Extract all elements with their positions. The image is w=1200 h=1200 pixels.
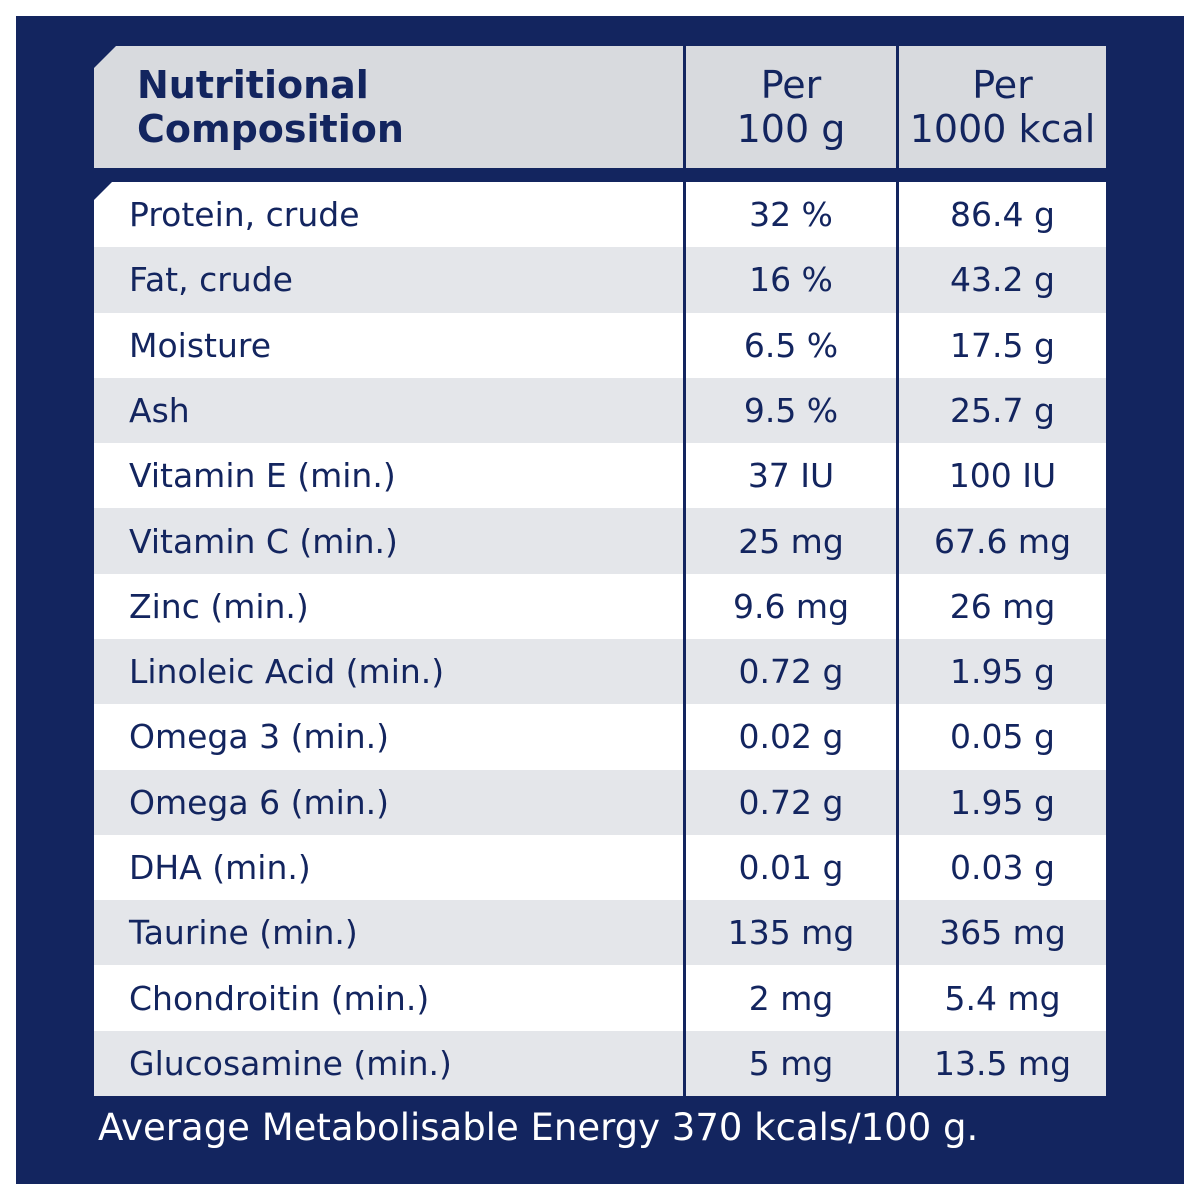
per-100g-value-cell: 37 IU (686, 443, 896, 509)
per-100g-header-cell: Per 100 g (686, 46, 896, 168)
per-1000kcal-header-line2: 1000 kcal (909, 107, 1096, 151)
nutrient-name-cell: Moisture (94, 312, 683, 378)
nutrient-name-cell: Omega 3 (min.) (94, 704, 683, 770)
per-100g-header-line2: 100 g (736, 107, 846, 151)
per-100g-value-cell: 0.72 g (686, 638, 896, 705)
per-1000kcal-value-cell: 13.5 mg (899, 1030, 1106, 1096)
per-1000kcal-value-cell: 26 mg (899, 573, 1106, 639)
nutrient-name-cell: Vitamin C (min.) (94, 508, 683, 574)
per-1000kcal-value-cell: 67.6 mg (899, 508, 1106, 574)
per-1000kcal-values-list: 86.4 g 43.2 g 17.5 g 25.7 g 100 IU 67.6 mg 26 … (899, 182, 1106, 1096)
per-100g-value-cell: 16 % (686, 247, 896, 313)
per-1000kcal-header-cell: Per 1000 kcal (899, 46, 1106, 168)
per-1000kcal-column: Per 1000 kcal 86.4 g 43.2 g 17.5 g 25.7 g 10… (899, 46, 1106, 1096)
per-100g-value-cell: 0.72 g (686, 769, 896, 835)
per-1000kcal-value-cell: 365 mg (899, 900, 1106, 966)
per-1000kcal-value-cell: 1.95 g (899, 638, 1106, 705)
per-100g-value-cell: 2 mg (686, 965, 896, 1031)
per-100g-values-list: 32 % 16 % 6.5 % 9.5 % 37 IU 25 mg 9.6 mg 0.72 g… (686, 182, 896, 1096)
nutrient-header-cell: Nutritional Composition (94, 46, 683, 168)
nutrient-name-cell: Glucosamine (min.) (94, 1030, 683, 1096)
nutrient-name-cell: Vitamin E (min.) (94, 443, 683, 509)
per-1000kcal-value-cell: 86.4 g (899, 182, 1106, 248)
nutrient-name-cell: DHA (min.) (94, 834, 683, 901)
per-1000kcal-value-cell: 0.03 g (899, 834, 1106, 901)
nutrient-name-cell: Taurine (min.) (94, 900, 683, 966)
nutrition-panel: Nutritional Composition Protein, crude Fa… (16, 16, 1184, 1184)
nutrient-name-cell: Omega 6 (min.) (94, 769, 683, 835)
nutrient-name-cell: Ash (94, 377, 683, 444)
per-1000kcal-value-cell: 5.4 mg (899, 965, 1106, 1031)
per-100g-column: Per 100 g 32 % 16 % 6.5 % 9.5 % 37 IU 25 mg 9.… (686, 46, 896, 1096)
nutrient-name-cell: Fat, crude (94, 247, 683, 313)
per-100g-value-cell: 0.02 g (686, 704, 896, 770)
nutrient-name-cell: Chondroitin (min.) (94, 965, 683, 1031)
per-100g-value-cell: 9.5 % (686, 377, 896, 444)
per-100g-value-cell: 25 mg (686, 508, 896, 574)
nutrient-name-cell: Linoleic Acid (min.) (94, 638, 683, 705)
nutrient-name-cell: Protein, crude (94, 182, 683, 248)
per-100g-value-cell: 32 % (686, 182, 896, 248)
per-1000kcal-value-cell: 0.05 g (899, 704, 1106, 770)
nutrient-header-line2: Composition (137, 107, 404, 151)
nutrient-name-cell: Zinc (min.) (94, 573, 683, 639)
per-1000kcal-value-cell: 25.7 g (899, 377, 1106, 444)
per-1000kcal-value-cell: 43.2 g (899, 247, 1106, 313)
metabolisable-energy-footnote: Average Metabolisable Energy 370 kcals/1… (98, 1106, 979, 1149)
per-100g-value-cell: 5 mg (686, 1030, 896, 1096)
per-1000kcal-value-cell: 1.95 g (899, 769, 1106, 835)
per-100g-value-cell: 0.01 g (686, 834, 896, 901)
per-1000kcal-value-cell: 17.5 g (899, 312, 1106, 378)
per-100g-value-cell: 9.6 mg (686, 573, 896, 639)
per-100g-value-cell: 6.5 % (686, 312, 896, 378)
per-100g-value-cell: 135 mg (686, 900, 896, 966)
nutrient-header-line1: Nutritional (137, 63, 369, 107)
per-100g-header-line1: Per (760, 63, 822, 107)
per-1000kcal-value-cell: 100 IU (899, 443, 1106, 509)
nutrient-names-list: Protein, crude Fat, crude Moisture Ash Vitam… (94, 182, 683, 1096)
nutrient-name-column: Nutritional Composition Protein, crude Fa… (94, 46, 683, 1096)
per-1000kcal-header-line1: Per (972, 63, 1033, 107)
